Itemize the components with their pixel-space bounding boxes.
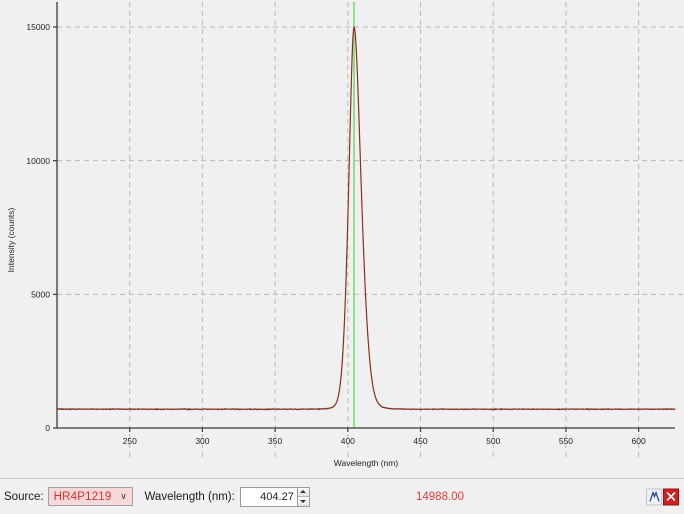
peak-glyph — [648, 491, 660, 502]
y-axis-label: Intensity (counts) — [6, 207, 16, 272]
svg-text:600: 600 — [632, 436, 646, 446]
intensity-readout: 14988.00 — [416, 490, 464, 503]
wavelength-stepper[interactable] — [296, 486, 310, 507]
svg-text:10000: 10000 — [26, 156, 50, 166]
svg-text:350: 350 — [268, 436, 282, 446]
svg-text:300: 300 — [195, 436, 209, 446]
svg-text:500: 500 — [486, 436, 500, 446]
wavelength-label: Wavelength (nm): — [144, 490, 235, 503]
spectrum-trace-noise — [56, 26, 676, 411]
source-dropdown-value: HR4P1219 — [53, 490, 112, 503]
peak-find-icon[interactable] — [646, 488, 662, 505]
source-label: Source: — [4, 490, 44, 503]
chevron-down-icon[interactable]: ∨ — [120, 491, 127, 501]
source-dropdown[interactable]: HR4P1219 ∨ — [47, 487, 133, 506]
close-glyph — [666, 492, 676, 501]
spectrum-chart[interactable]: 0 5000 10000 15000 250 300 350 400 450 500 550 600… — [0, 0, 684, 478]
spectrum-plot-panel[interactable]: 0 5000 10000 15000 250 300 350 400 450 500 550 600… — [0, 0, 684, 478]
vertical-gridlines — [129, 2, 640, 458]
status-toolbar: Source: HR4P1219 ∨ Wavelength (nm): 1498… — [0, 478, 684, 514]
svg-text:450: 450 — [413, 436, 427, 446]
wavelength-input[interactable] — [239, 486, 297, 507]
y-axis-ticks: 0 5000 10000 15000 — [26, 22, 57, 433]
svg-text:400: 400 — [341, 436, 355, 446]
x-axis-ticks: 250 300 350 400 450 500 550 600 — [123, 428, 646, 446]
triangle-up-icon — [300, 490, 307, 494]
svg-text:0: 0 — [45, 423, 50, 433]
toolbar-buttons — [646, 488, 679, 505]
wavelength-stepper-up[interactable] — [297, 487, 309, 497]
wavelength-stepper-down[interactable] — [297, 497, 309, 506]
stop-icon[interactable] — [663, 488, 679, 505]
svg-text:15000: 15000 — [26, 22, 50, 32]
svg-text:550: 550 — [559, 436, 573, 446]
wavelength-field-group[interactable] — [239, 486, 310, 507]
chart-background — [0, 0, 684, 478]
svg-text:250: 250 — [123, 436, 137, 446]
x-axis-label: Wavelength (nm) — [334, 458, 399, 468]
svg-text:5000: 5000 — [31, 290, 50, 300]
triangle-down-icon — [300, 499, 307, 503]
